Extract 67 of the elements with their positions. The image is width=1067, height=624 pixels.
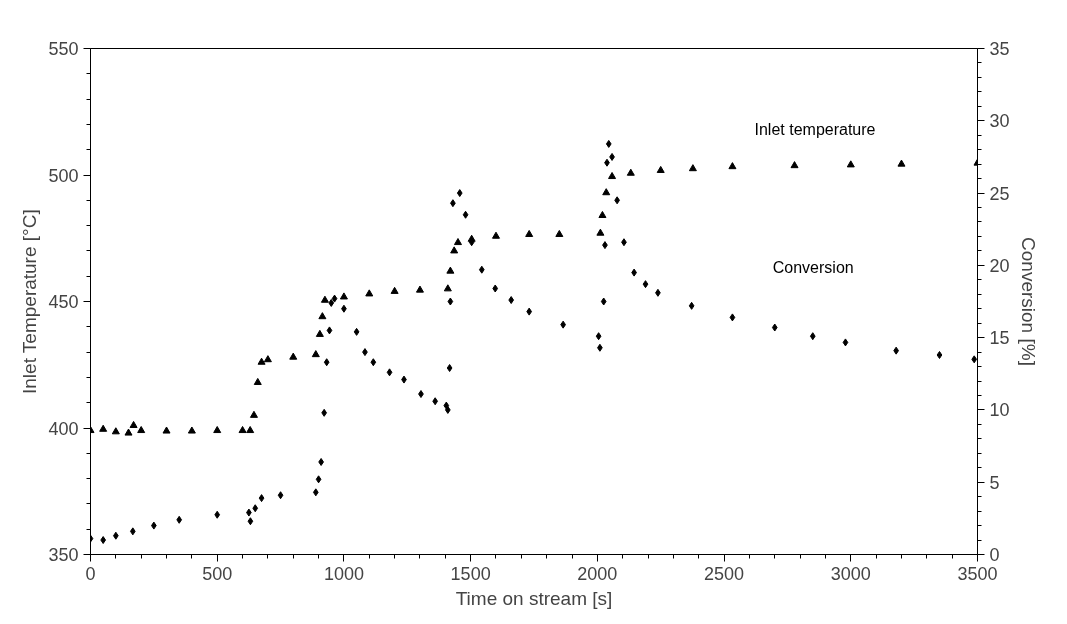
text: Inlet temperature [754, 120, 876, 138]
y2-tick-label: 5 [989, 472, 1000, 493]
x-tick-label: 2500 [704, 563, 745, 584]
point [124, 428, 133, 436]
y2-tick-label: 15 [989, 328, 1010, 349]
point [555, 229, 564, 237]
x-tick-label: 1000 [323, 563, 364, 584]
y-tick-label: 350 [48, 545, 79, 565]
point [289, 352, 298, 360]
point [263, 355, 272, 363]
point [390, 286, 399, 294]
point [728, 162, 737, 170]
point [320, 295, 329, 303]
y2-axis-title: Conversion [%] [1017, 237, 1039, 366]
point [318, 312, 327, 320]
point [129, 420, 138, 428]
y-tick-label: 450 [48, 292, 79, 312]
point [446, 266, 455, 274]
point [137, 425, 146, 434]
y-tick-label: 500 [48, 165, 79, 186]
y2-tick-label: 30 [989, 111, 1010, 132]
point [491, 231, 500, 239]
y-tick-label: 550 [48, 39, 79, 59]
y2-tick-label: 25 [989, 183, 1010, 204]
point [246, 425, 255, 434]
point [596, 228, 605, 236]
x-tick-label: 1500 [450, 563, 491, 584]
point [897, 159, 906, 167]
point [598, 210, 607, 218]
point [111, 427, 120, 435]
point [238, 425, 247, 434]
y2-tick-label: 20 [989, 255, 1010, 276]
x-tick-label: 0 [85, 563, 96, 584]
point [450, 246, 459, 254]
point [626, 168, 635, 176]
point [365, 289, 374, 297]
point [311, 350, 320, 358]
point [443, 284, 452, 292]
point [315, 329, 324, 337]
point [99, 424, 108, 432]
x-tick-label: 3500 [957, 563, 998, 584]
point [213, 425, 222, 434]
point [453, 238, 462, 246]
y2-tick-label: 35 [989, 39, 1010, 59]
point [257, 357, 266, 365]
point [162, 426, 171, 434]
y2-tick-label: 10 [989, 400, 1010, 421]
text: Conversion [772, 259, 854, 277]
point [525, 229, 534, 237]
x-axis-title: Time on stream [s] [455, 587, 613, 609]
point [608, 171, 617, 180]
y-axis-title: Inlet Temperature [°C] [19, 209, 41, 394]
point [415, 285, 424, 293]
point [790, 161, 799, 169]
x-tick-label: 500 [202, 563, 233, 584]
point [846, 160, 855, 168]
point [339, 292, 348, 300]
point [187, 426, 196, 434]
x-tick-label: 3000 [830, 563, 871, 584]
point [249, 410, 258, 418]
y-tick-label: 400 [48, 418, 79, 439]
point [688, 164, 697, 172]
x-tick-label: 2000 [577, 563, 618, 584]
y2-tick-label: 0 [989, 545, 1000, 565]
point [253, 377, 262, 385]
point [656, 165, 665, 173]
point [602, 188, 611, 196]
